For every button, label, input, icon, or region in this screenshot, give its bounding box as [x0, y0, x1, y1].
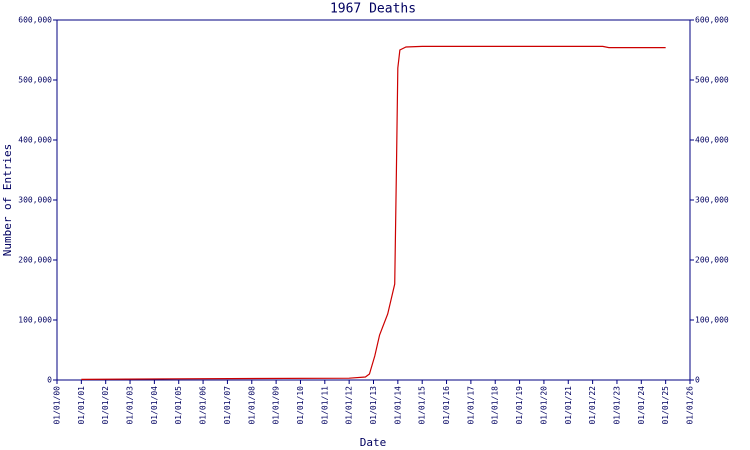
x-tick-label: 01/01/10: [296, 386, 305, 425]
plot-frame: [56, 19, 691, 381]
y2-tick-label: 600,000: [695, 16, 729, 25]
x-tick-label: 01/01/16: [442, 386, 451, 425]
x-tick-label: 01/01/24: [637, 386, 646, 425]
y-tick-label: 200,000: [18, 256, 52, 265]
x-tick-label: 01/01/18: [491, 386, 500, 425]
y2-tick-label: 0: [695, 376, 700, 385]
x-tick-label: 01/01/26: [686, 386, 695, 425]
x-tick-label: 01/01/03: [126, 386, 135, 425]
y-tick-label: 600,000: [18, 16, 52, 25]
x-tick-label: 01/01/20: [539, 386, 548, 425]
x-tick-label: 01/01/08: [247, 386, 256, 425]
y2-tick-label: 100,000: [695, 316, 729, 325]
x-tick-label: 01/01/06: [199, 386, 208, 425]
y2-tick-label: 400,000: [695, 136, 729, 145]
data-line: [81, 45, 666, 380]
x-tick-label: 01/01/11: [320, 386, 329, 425]
y-axis-label: Number of Entries: [1, 144, 14, 257]
chart-title: 1967 Deaths: [330, 2, 416, 17]
x-tick-label: 01/01/25: [661, 386, 670, 425]
y2-tick-label: 200,000: [695, 256, 729, 265]
x-tick-label: 01/01/05: [174, 386, 183, 425]
x-tick-label: 01/01/09: [272, 386, 281, 425]
x-tick-label: 01/01/14: [393, 386, 402, 425]
x-tick-label: 01/01/13: [369, 386, 378, 425]
x-tick-label: 01/01/21: [564, 386, 573, 425]
x-tick-label: 01/01/17: [466, 386, 475, 425]
x-tick-label: 01/01/01: [77, 386, 86, 425]
x-tick-label: 01/01/07: [223, 386, 232, 425]
x-tick-label: 01/01/12: [345, 386, 354, 425]
x-tick-label: 01/01/02: [101, 386, 110, 425]
y2-tick-label: 500,000: [695, 76, 729, 85]
x-tick-label: 01/01/04: [150, 386, 159, 425]
x-tick-label: 01/01/19: [515, 386, 524, 425]
x-tick-label: 01/01/00: [53, 386, 62, 425]
y-tick-label: 400,000: [18, 136, 52, 145]
y2-tick-label: 300,000: [695, 196, 729, 205]
y-tick-label: 500,000: [18, 76, 52, 85]
y-tick-label: 300,000: [18, 196, 52, 205]
x-tick-label: 01/01/22: [588, 386, 597, 425]
y-tick-label: 0: [47, 376, 52, 385]
y-tick-label: 100,000: [18, 316, 52, 325]
x-tick-label: 01/01/15: [418, 386, 427, 425]
x-tick-label: 01/01/23: [612, 386, 621, 425]
x-axis-label: Date: [360, 436, 387, 449]
